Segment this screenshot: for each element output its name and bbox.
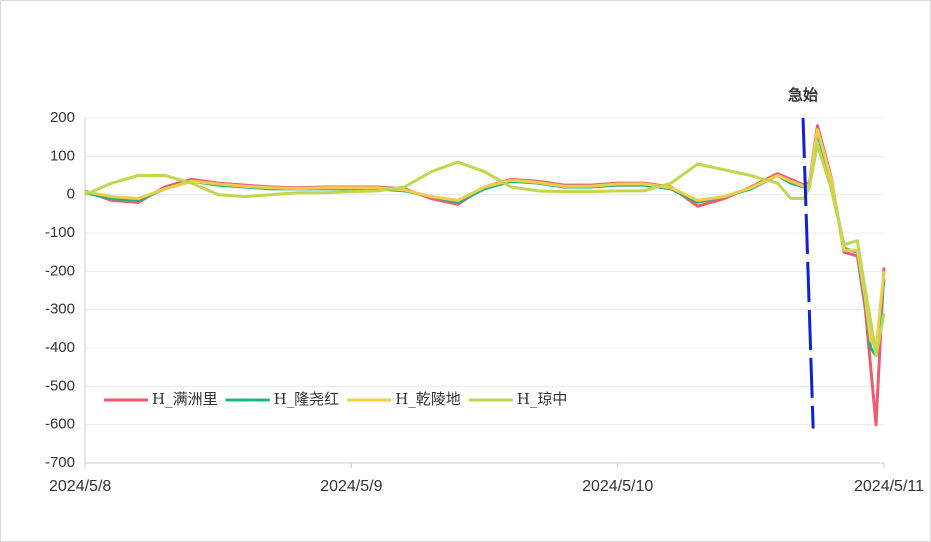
- annotation-line: [801, 117, 815, 429]
- annotation-label: 急始: [788, 86, 818, 104]
- legend-label: H_隆尧红: [274, 390, 340, 408]
- x-tick-label: 2024/5/11: [854, 478, 924, 495]
- x-tick-label: 2024/5/10: [582, 478, 653, 495]
- data-line: [84, 143, 886, 358]
- legend-label: H_乾陵地: [395, 390, 461, 408]
- y-tick-label: 0: [67, 186, 75, 203]
- x-tick-label: 2024/5/8: [49, 478, 111, 495]
- x-tick-label: 2024/5/9: [320, 478, 382, 495]
- legend-label: H_满洲里: [152, 390, 218, 408]
- y-tick-label: 100: [50, 147, 75, 164]
- legend-label: H_琼中: [517, 390, 568, 408]
- y-tick-label: -600: [45, 416, 75, 433]
- y-tick-label: -700: [45, 454, 75, 471]
- y-tick-label: 200: [50, 109, 75, 126]
- data-line: [84, 131, 886, 358]
- y-tick-label: -400: [45, 339, 75, 356]
- y-tick-label: -100: [45, 224, 75, 241]
- data-line: [84, 128, 886, 350]
- y-tick-label: -300: [45, 301, 75, 318]
- y-tick-label: -200: [45, 262, 75, 279]
- y-tick-label: -500: [45, 377, 75, 394]
